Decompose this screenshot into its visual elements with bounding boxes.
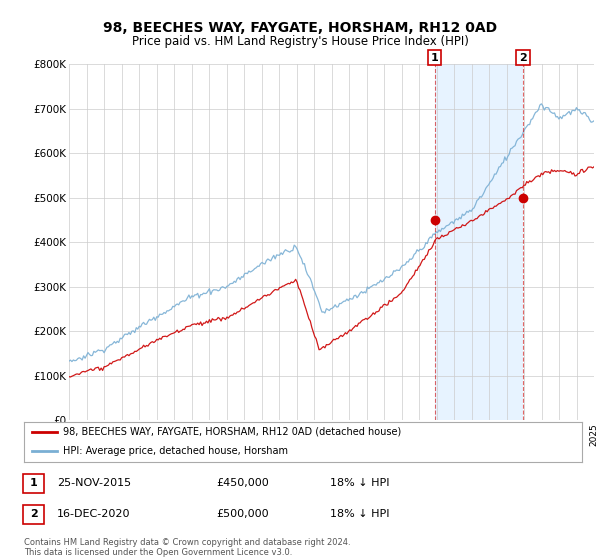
Text: 16-DEC-2020: 16-DEC-2020 bbox=[57, 509, 131, 519]
Text: 1: 1 bbox=[431, 53, 439, 63]
Text: HPI: Average price, detached house, Horsham: HPI: Average price, detached house, Hors… bbox=[63, 446, 288, 456]
Text: 25-NOV-2015: 25-NOV-2015 bbox=[57, 478, 131, 488]
Text: 98, BEECHES WAY, FAYGATE, HORSHAM, RH12 0AD: 98, BEECHES WAY, FAYGATE, HORSHAM, RH12 … bbox=[103, 21, 497, 35]
Text: Price paid vs. HM Land Registry's House Price Index (HPI): Price paid vs. HM Land Registry's House … bbox=[131, 35, 469, 48]
Text: £500,000: £500,000 bbox=[216, 509, 269, 519]
Text: 98, BEECHES WAY, FAYGATE, HORSHAM, RH12 0AD (detached house): 98, BEECHES WAY, FAYGATE, HORSHAM, RH12 … bbox=[63, 427, 401, 437]
Text: 2: 2 bbox=[30, 509, 38, 519]
Text: 1: 1 bbox=[30, 478, 38, 488]
Text: 18% ↓ HPI: 18% ↓ HPI bbox=[330, 478, 389, 488]
Bar bbox=[435, 64, 523, 420]
Text: Contains HM Land Registry data © Crown copyright and database right 2024.
This d: Contains HM Land Registry data © Crown c… bbox=[24, 538, 350, 557]
Text: £450,000: £450,000 bbox=[216, 478, 269, 488]
Text: 18% ↓ HPI: 18% ↓ HPI bbox=[330, 509, 389, 519]
Text: 2: 2 bbox=[519, 53, 527, 63]
